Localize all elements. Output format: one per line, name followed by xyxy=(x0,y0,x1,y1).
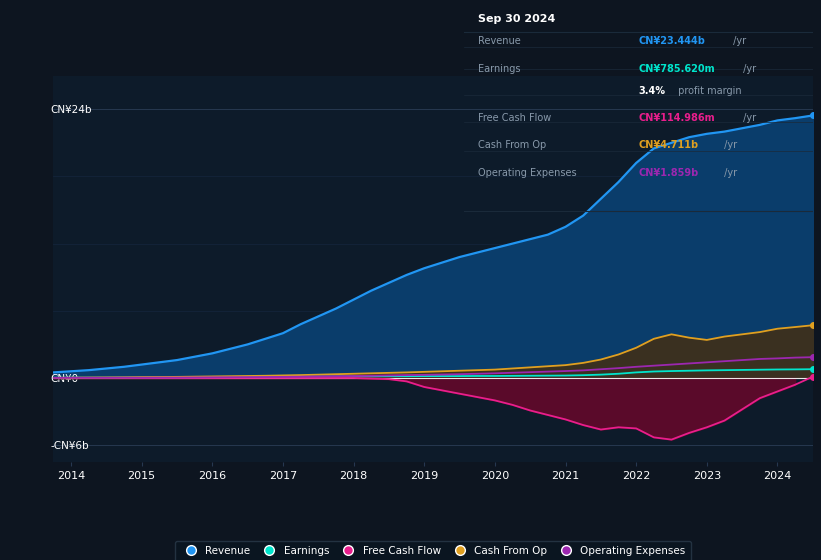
Text: CN¥4.711b: CN¥4.711b xyxy=(639,140,699,150)
Text: Sep 30 2024: Sep 30 2024 xyxy=(478,14,555,24)
Text: CN¥785.620m: CN¥785.620m xyxy=(639,64,715,74)
Text: /yr: /yr xyxy=(740,113,756,123)
Text: Revenue: Revenue xyxy=(478,36,521,46)
Text: /yr: /yr xyxy=(740,64,756,74)
Text: CN¥1.859b: CN¥1.859b xyxy=(639,169,699,178)
Text: /yr: /yr xyxy=(721,169,737,178)
Legend: Revenue, Earnings, Free Cash Flow, Cash From Op, Operating Expenses: Revenue, Earnings, Free Cash Flow, Cash … xyxy=(175,541,691,560)
Text: CN¥114.986m: CN¥114.986m xyxy=(639,113,715,123)
Text: Operating Expenses: Operating Expenses xyxy=(478,169,576,178)
Text: 3.4%: 3.4% xyxy=(639,86,665,96)
Text: Free Cash Flow: Free Cash Flow xyxy=(478,113,551,123)
Text: /yr: /yr xyxy=(731,36,746,46)
Text: Earnings: Earnings xyxy=(478,64,521,74)
Text: profit margin: profit margin xyxy=(675,86,742,96)
Text: Cash From Op: Cash From Op xyxy=(478,140,546,150)
Text: /yr: /yr xyxy=(721,140,737,150)
Text: CN¥23.444b: CN¥23.444b xyxy=(639,36,705,46)
